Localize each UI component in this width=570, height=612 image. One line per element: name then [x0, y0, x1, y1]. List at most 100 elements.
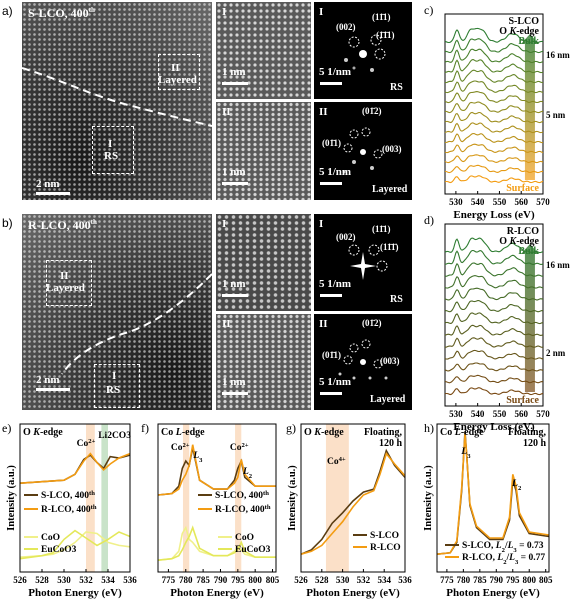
- series-line: [19, 531, 131, 558]
- series-line: [19, 454, 131, 484]
- zoom-roman: II: [222, 106, 231, 118]
- x-axis-label: Photon Energy (eV): [170, 587, 264, 599]
- eels-trace: [444, 275, 544, 289]
- fft-spot-label: (003): [380, 356, 400, 366]
- chart-title: O K-edge: [304, 427, 344, 438]
- x-tick-label: 780: [457, 575, 471, 585]
- annotation: L2: [242, 467, 253, 480]
- fft-spot-label: (11̄1): [372, 12, 391, 22]
- eels-trace: [444, 312, 544, 325]
- chart-title-line: O K-edge: [499, 26, 539, 37]
- fft-tag: RS: [390, 82, 403, 93]
- x-axis-label: Energy Loss (eV): [453, 421, 535, 433]
- legend-label: R-LCO, 400th: [215, 504, 271, 516]
- chart-subtitle-line: Floating,: [508, 427, 547, 438]
- plot-frame: [444, 223, 544, 407]
- eels-trace: [444, 374, 544, 384]
- legend-label: CoO: [235, 533, 254, 543]
- legend-label: S-LCO, 400th: [215, 490, 269, 502]
- scale-label: 5 1/nm: [319, 166, 352, 178]
- region-word-layered: Layered: [46, 282, 85, 294]
- eels-trace: [444, 69, 544, 84]
- region-box-rs: [94, 364, 140, 408]
- depth-label: 5 nm: [546, 110, 566, 120]
- fft-image-I-b: I (002) (11̄1) (11̄1̄) 5 1/nm RS: [314, 214, 412, 311]
- scale-bar: [36, 192, 70, 195]
- series-line: [436, 434, 550, 555]
- y-axis-label: Intensity (a.u.): [423, 465, 434, 531]
- stem-image-a: S-LCO, 400th II Layered I RS 2 nm: [22, 2, 212, 200]
- eels-trace: [444, 111, 544, 124]
- scale-label: 1 nm: [222, 278, 246, 290]
- fft-spot-label: (11̄1): [372, 224, 391, 234]
- fft-tag: RS: [390, 294, 403, 305]
- x-tick-label: 795: [231, 575, 245, 585]
- eels-trace: [444, 300, 544, 313]
- plot-frame: [300, 423, 406, 573]
- fft-spot-label: (002): [336, 232, 356, 242]
- atom-lattice: [22, 214, 212, 410]
- fft-image-II-a: II (01̄2) (01̄1) (003) 5 1/nm Layered: [314, 102, 412, 200]
- panel-letter-h: h): [424, 421, 434, 435]
- panel-letter-a: a): [2, 4, 13, 18]
- x-tick-label: 785: [196, 575, 210, 585]
- x-axis-label: Energy Loss (eV): [453, 209, 535, 221]
- stem-title-a: S-LCO, 400th: [28, 6, 95, 20]
- x-tick-label: 550: [493, 197, 507, 207]
- region-roman-layered: II: [171, 62, 180, 74]
- eels-trace: [444, 154, 544, 164]
- scale-label: 5 1/nm: [319, 278, 352, 290]
- x-tick-label: 540: [471, 409, 485, 419]
- stem-title-b: R-LCO, 400th: [28, 218, 97, 232]
- annotation: L2: [511, 479, 522, 492]
- eels-trace: [445, 132, 544, 144]
- eels-trace: [444, 27, 544, 44]
- eels-trace: [445, 337, 544, 348]
- highlight-band: [101, 424, 108, 572]
- panel-letter-f: f): [141, 421, 149, 435]
- eels-trace: [444, 101, 544, 114]
- scale-label: 1 nm: [222, 376, 246, 388]
- x-tick-label: 532: [357, 575, 371, 585]
- region-roman-layered: II: [60, 270, 69, 282]
- scale-bar: [222, 392, 248, 395]
- fft-roman: II: [319, 106, 328, 118]
- x-tick-label: 536: [123, 575, 137, 585]
- chart-title: O K-edge: [23, 427, 63, 438]
- fft-pattern: [338, 339, 388, 380]
- x-tick-label: 536: [398, 575, 412, 585]
- chart-title: Co L-edge: [161, 427, 205, 438]
- scale-label: 1 nm: [222, 66, 246, 78]
- x-axis-label: Photon Energy (eV): [306, 587, 400, 599]
- fft-pattern: [348, 244, 388, 280]
- eels-trace: [444, 122, 544, 134]
- panel-letter-g: g): [286, 421, 296, 435]
- scale-bar: [320, 82, 342, 85]
- highlight-band: [182, 424, 190, 572]
- legend-label: S-LCO: [370, 531, 399, 541]
- fft-spot-label: (01̄1): [322, 350, 341, 360]
- annotation: L3: [192, 451, 203, 464]
- eels-trace: [444, 387, 544, 396]
- annotation: Co2+: [230, 442, 249, 454]
- legend-label: S-LCO, L2/L3 = 0.73: [462, 541, 544, 554]
- scale-label: 5 1/nm: [319, 66, 352, 78]
- x-tick-label: 530: [336, 575, 350, 585]
- legend-label: EuCoO3: [41, 545, 77, 555]
- x-tick-label: 526: [13, 575, 27, 585]
- scale-bar: [222, 294, 248, 297]
- fft-tag: Layered: [372, 184, 408, 195]
- region-box-layered: [46, 260, 92, 306]
- legend-label: CoO: [41, 533, 60, 543]
- scale-bar: [320, 294, 342, 297]
- x-tick-label: 800: [248, 575, 262, 585]
- plot-frame: [19, 423, 131, 573]
- eels-trace: [444, 164, 544, 174]
- x-tick-label: 530: [57, 575, 71, 585]
- scale-bar: [222, 82, 248, 85]
- fft-spot-label: (01̄1): [322, 138, 341, 148]
- chart-subtitle-line: Floating,: [364, 427, 403, 438]
- region-roman-rs: I: [108, 138, 113, 150]
- plot-frame: [436, 423, 550, 573]
